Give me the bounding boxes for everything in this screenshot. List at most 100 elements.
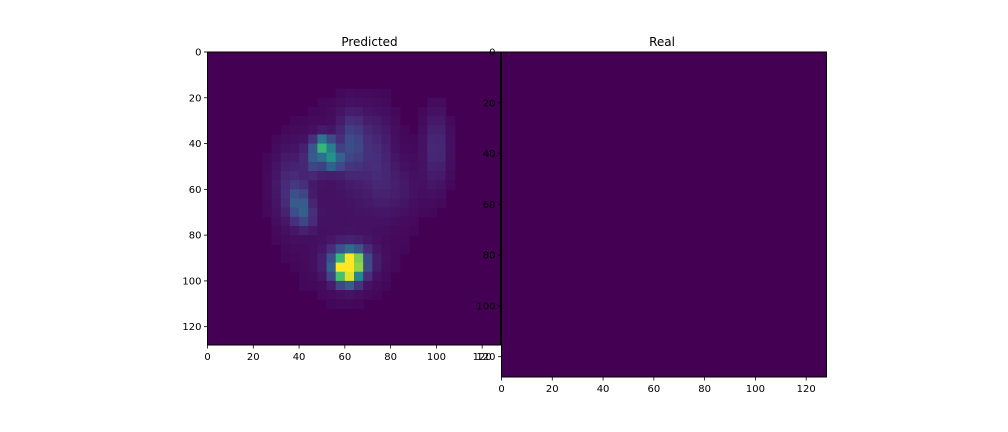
heatmap-cell (299, 125, 309, 136)
heatmap-cell (271, 161, 282, 172)
heatmap-cell (344, 189, 355, 200)
heatmap-cell (308, 189, 318, 200)
heatmap-cell (317, 143, 328, 154)
heatmap-cell (372, 116, 383, 126)
heatmap-cell (363, 244, 373, 255)
panel-real: Real 0 20 40 60 80 100 120 0 20 40 60 80 100 120 (476, 35, 827, 395)
heatmap-cell (445, 152, 456, 163)
heatmap-cell (363, 253, 373, 264)
heatmap-cell (354, 280, 364, 291)
heatmap-cell (326, 244, 337, 255)
heatmap-cell (363, 207, 373, 218)
heatmap-cell (326, 116, 337, 126)
heatmap-cell (418, 134, 428, 145)
heatmap-cell (399, 244, 410, 255)
heatmap-cell (317, 171, 328, 181)
heatmap-cell (299, 235, 309, 245)
heatmap-cell (372, 125, 383, 136)
heatmap-cell (344, 299, 355, 309)
heatmap-cell (436, 180, 447, 190)
heatmap-cell (280, 207, 291, 218)
heatmap-cell (372, 198, 383, 209)
x-tick-label: 60 (338, 352, 351, 363)
heatmap-cell (408, 161, 419, 172)
heatmap-cell (427, 143, 438, 154)
x-tick-label: 60 (647, 384, 660, 395)
heatmap-cell (354, 299, 364, 309)
heatmap-cell (363, 262, 373, 273)
heatmap-cell (427, 180, 438, 190)
heatmap-cell (390, 171, 401, 181)
heatmap-cell (418, 125, 428, 136)
heatmap-cell (299, 262, 309, 273)
heatmap-cell (381, 97, 392, 108)
heatmap-cell (289, 216, 300, 227)
predicted-ticks: 0 20 40 60 80 100 120 0 20 40 60 80 100 120 (182, 48, 491, 364)
heatmap-cell (289, 244, 300, 255)
heatmap-cell (271, 207, 282, 218)
heatmap-cell (299, 244, 309, 255)
heatmap-cell (280, 143, 291, 154)
heatmap-cell (289, 180, 300, 190)
heatmap-cell (344, 207, 355, 218)
heatmap-cell (335, 271, 346, 282)
heatmap-cell (372, 262, 383, 273)
heatmap-cell (436, 171, 447, 181)
heatmap-cell (390, 180, 401, 190)
heatmap-cell (308, 125, 318, 136)
panel-predicted: Predicted 0 20 40 60 80 100 120 0 20 40 60 80 100 120 (182, 35, 501, 364)
heatmap-cell (363, 198, 373, 209)
heatmap-cell (445, 161, 456, 172)
heatmap-cell (354, 180, 364, 190)
heatmap-cell (344, 271, 355, 282)
heatmap-cell (372, 253, 383, 264)
heatmap-cell (390, 143, 401, 154)
heatmap-cell (372, 134, 383, 145)
heatmap-cell (308, 106, 318, 117)
heatmap-cell (308, 143, 318, 154)
heatmap-cell (390, 125, 401, 136)
heatmap-cell (280, 161, 291, 172)
heatmap-cell (381, 171, 392, 181)
heatmap-cell (335, 244, 346, 255)
heatmap-cell (372, 244, 383, 255)
heatmap-cell (299, 143, 309, 154)
heatmap-cell (299, 180, 309, 190)
heatmap-cell (326, 143, 337, 154)
heatmap-cell (299, 271, 309, 282)
heatmap-cell (262, 171, 273, 181)
heatmap-cell (418, 152, 428, 163)
heatmap-cell (390, 225, 401, 236)
heatmap-cell (335, 299, 346, 309)
heatmap-cell (363, 171, 373, 181)
heatmap-cell (289, 207, 300, 218)
heatmap-background (501, 52, 827, 377)
heatmap-cell (308, 280, 318, 291)
heatmap-cell (335, 262, 346, 273)
heatmap-cell (326, 198, 337, 209)
heatmap-cell (335, 225, 346, 236)
heatmap-cell (381, 116, 392, 126)
heatmap-cell (280, 171, 291, 181)
heatmap-cell (289, 125, 300, 136)
heatmap-cell (354, 253, 364, 264)
heatmap-cell (390, 189, 401, 200)
predicted-heatmap (207, 52, 501, 345)
heatmap-cell (381, 189, 392, 200)
heatmap-cell (381, 134, 392, 145)
heatmap-cell (289, 189, 300, 200)
heatmap-cell (363, 106, 373, 117)
heatmap-cell (427, 189, 438, 200)
heatmap-cell (308, 161, 318, 172)
heatmap-cell (344, 262, 355, 273)
heatmap-cell (280, 134, 291, 145)
heatmap-cell (390, 134, 401, 145)
heatmap-cell (354, 143, 364, 154)
heatmap-cell (271, 171, 282, 181)
heatmap-cell (326, 125, 337, 136)
heatmap-cell (344, 152, 355, 163)
heatmap-cell (354, 152, 364, 163)
heatmap-cell (326, 253, 337, 264)
heatmap-cell (363, 88, 373, 99)
x-tick-label: 120 (797, 384, 816, 395)
